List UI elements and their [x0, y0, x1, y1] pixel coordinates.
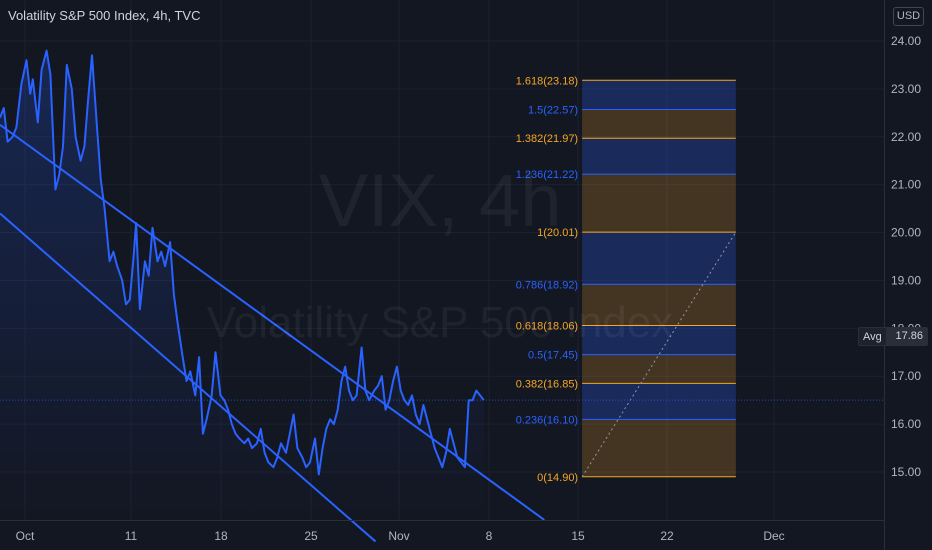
price-line [0, 49, 485, 476]
price-tick-label: 17.00 [891, 369, 921, 383]
price-tick-label: 23.00 [891, 82, 921, 96]
time-tick-label: 11 [125, 529, 138, 543]
price-tick-label: 20.00 [891, 226, 921, 240]
time-tick-label: 22 [660, 529, 674, 543]
fib-zone [582, 284, 736, 326]
fib-zone [582, 383, 736, 420]
price-area-fill [0, 50, 484, 520]
fib-zone [582, 138, 736, 175]
price-tick-label: 16.00 [891, 417, 921, 431]
fib-level-label: 0.618(18.06) [516, 320, 578, 332]
time-tick-label: 15 [571, 529, 585, 543]
price-area [0, 50, 484, 520]
fib-level-label: 0.382(16.85) [516, 378, 578, 390]
price-line-group [0, 49, 884, 476]
fib-zone [582, 174, 736, 233]
time-tick-label: Dec [763, 529, 784, 543]
currency-button[interactable]: USD [893, 7, 924, 26]
fib-zone [582, 419, 736, 477]
time-tick-label: Nov [388, 529, 409, 543]
price-tick-label: 24.00 [891, 34, 921, 48]
average-value: 17.86 [885, 328, 927, 345]
average-badge: Avg 17.86 [858, 327, 928, 346]
fib-level-label: 1.382(21.97) [516, 133, 578, 145]
fib-zone [582, 354, 736, 384]
fib-trend-line [581, 231, 737, 478]
fib-level-label: 0.5(17.45) [528, 350, 578, 362]
fib-level-label: 0.786(18.92) [516, 279, 578, 291]
fib-zone [582, 325, 736, 355]
chart-title[interactable]: Volatility S&P 500 Index, 4h, TVC [8, 8, 201, 23]
fib-level-label: 1.236(21.22) [516, 169, 578, 181]
fibonacci-retracement[interactable]: 1.618(23.18) 1.5(22.57) 1.382(21.97) 1.236(… [516, 75, 737, 484]
time-tick-label: 8 [486, 529, 493, 543]
fib-level-label: 1.5(22.57) [528, 104, 578, 116]
time-tick-label: 25 [304, 529, 318, 543]
price-tick-label: 15.00 [891, 465, 921, 479]
channel-line [0, 123, 545, 521]
fib-level-label: 0(14.90) [537, 472, 578, 484]
fib-zone [582, 80, 736, 110]
time-tick-label: Oct [16, 529, 35, 543]
price-tick-label: 19.00 [891, 273, 921, 287]
fib-level-label: 1.618(23.18) [516, 75, 578, 87]
fib-zone [582, 232, 736, 285]
average-label: Avg [863, 330, 882, 343]
price-tick-label: 21.00 [891, 178, 921, 192]
price-tick-label: 22.00 [891, 130, 921, 144]
fib-level-label: 1(20.01) [537, 227, 578, 239]
price-axis[interactable]: 24.0023.0022.0021.0020.0019.0018.0017.00… [891, 34, 921, 479]
fib-zone [582, 109, 736, 139]
time-axis[interactable]: Oct 11 18 25 Nov 8 15 22 Dec [16, 529, 785, 543]
time-tick-label: 18 [214, 529, 228, 543]
fib-level-label: 0.236(16.10) [516, 414, 578, 426]
